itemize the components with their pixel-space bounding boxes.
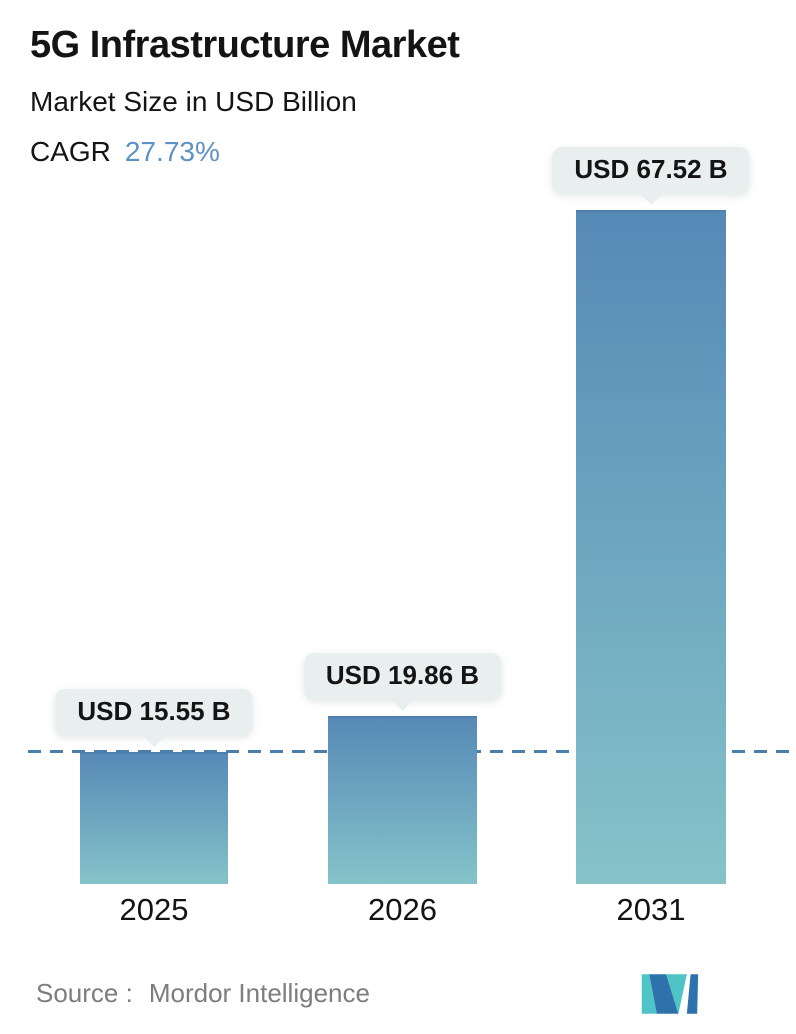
page-title: 5G Infrastructure Market: [30, 24, 460, 66]
value-tooltip-2025: USD 15.55 B: [55, 689, 253, 736]
value-tooltip-2031: USD 67.52 B: [552, 147, 750, 194]
bar-2026: [328, 716, 477, 884]
cagr-value: 27.73%: [124, 136, 220, 167]
source-row: Source : Mordor Intelligence: [36, 978, 370, 1009]
chart-subtitle: Market Size in USD Billion: [30, 86, 357, 117]
bar-group-2025: USD 15.55 B 2025: [55, 689, 253, 927]
bar-group-2026: USD 19.86 B 2026: [303, 653, 502, 927]
cagr-label: CAGR: [30, 136, 111, 167]
bar-2031: [576, 210, 726, 884]
source-value: Mordor Intelligence: [148, 978, 370, 1008]
value-tooltip-2026: USD 19.86 B: [303, 653, 502, 700]
cagr-row: CAGR 27.73%: [30, 136, 220, 168]
bar-group-2031: USD 67.52 B 2031: [552, 147, 750, 927]
source-label: Source :: [36, 978, 133, 1008]
bar-2025: [80, 752, 228, 884]
axis-label-2031: 2031: [616, 892, 686, 927]
axis-label-2025: 2025: [119, 892, 189, 927]
mordor-intelligence-logo-icon: [641, 974, 699, 1014]
axis-label-2026: 2026: [368, 892, 437, 927]
